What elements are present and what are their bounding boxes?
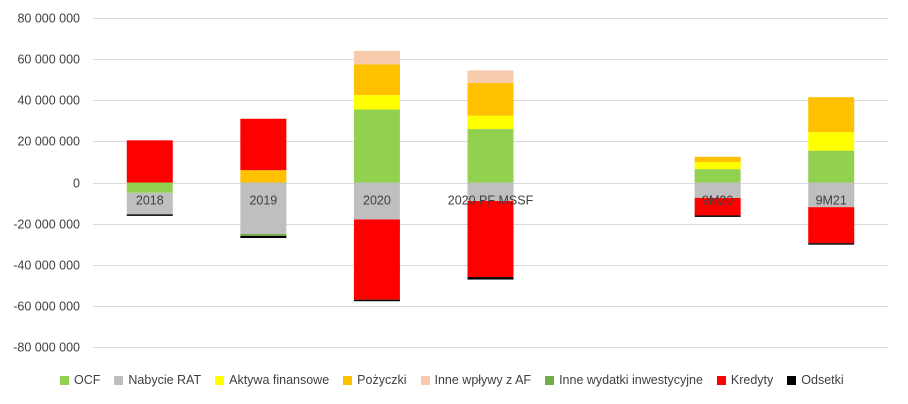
bar-segment [467, 82, 514, 116]
bar-segment [694, 156, 741, 162]
legend-label: Odsetki [801, 373, 844, 387]
legend-item: Pożyczki [343, 373, 407, 387]
bar-segment [126, 214, 173, 216]
bar-segment [467, 70, 514, 83]
bar-segment [694, 197, 741, 216]
x-tick-label: 9M21 [816, 194, 847, 208]
bar-segment [126, 192, 173, 215]
legend-item: Nabycie RAT [114, 373, 201, 387]
bar-segment [126, 140, 173, 183]
bar-segment [694, 215, 741, 217]
legend-label: Inne wpływy z AF [434, 373, 532, 387]
x-tick-label: 2018 [136, 194, 164, 208]
bar-segment [694, 182, 741, 198]
y-tick-label: -40 000 000 [13, 259, 80, 273]
y-tick-label: 40 000 000 [17, 94, 80, 108]
bar-segment [353, 95, 400, 110]
y-tick-label: 0 [73, 177, 80, 191]
bar-segment [467, 115, 514, 130]
bar-segment [240, 233, 287, 236]
bar-segment [808, 97, 855, 133]
bar-segment [126, 182, 173, 193]
bar-segment [240, 118, 287, 171]
legend-item: Inne wydatki inwestycyjne [545, 373, 703, 387]
legend-item: OCF [60, 373, 100, 387]
y-tick-label: -60 000 000 [13, 300, 80, 314]
bar-segment [353, 182, 400, 220]
bar-segment [467, 182, 514, 202]
y-tick-label: -80 000 000 [13, 341, 80, 355]
bar-segment [353, 219, 400, 300]
y-tick-label: 80 000 000 [17, 12, 80, 26]
legend-label: OCF [74, 373, 101, 387]
bar-segment [694, 161, 741, 170]
legend-swatch [114, 375, 124, 385]
bar-segment [467, 201, 514, 278]
bar-segment [353, 299, 400, 302]
x-tick-label: 2019 [249, 194, 277, 208]
legend-swatch [60, 375, 69, 385]
legend-swatch [545, 375, 555, 385]
x-tick-label: 2020 PF MSSF [448, 194, 534, 208]
bar-segment [467, 129, 514, 183]
legend-item: Kredyty [716, 373, 774, 387]
bar-segment [240, 182, 287, 234]
bar-segment [694, 169, 741, 183]
bar-segment [240, 235, 287, 239]
x-tick-label: 2020 [363, 194, 391, 208]
legend-item: Aktywa finansowe [215, 373, 329, 387]
y-tick-label: 60 000 000 [17, 53, 80, 67]
legend-label: Kredyty [730, 373, 774, 387]
legend-label: Pożyczki [357, 373, 407, 387]
bar-segment [240, 170, 287, 183]
legend-item: Inne wpływy z AF [420, 373, 532, 387]
bar-segment [808, 207, 855, 244]
bar-segment [808, 132, 855, 151]
legend-label: Nabycie RAT [128, 373, 202, 387]
y-tick-label: 20 000 000 [17, 135, 80, 149]
bar-segment [353, 64, 400, 96]
legend-label: Inne wydatki inwestycyjne [559, 373, 703, 387]
bar-segment [808, 182, 855, 208]
bar-segment [808, 243, 855, 245]
bar-segment [808, 150, 855, 183]
legend-swatch [215, 375, 225, 385]
bar-segment [353, 109, 400, 183]
x-tick-label: 9M20 [702, 194, 733, 208]
chart-legend: OCF Nabycie RAT Aktywa finansowe Pożyczki In… [60, 371, 880, 389]
legend-swatch [716, 375, 726, 385]
legend-swatch [420, 375, 430, 385]
legend-label: Aktywa finansowe [229, 373, 330, 387]
y-tick-label: -20 000 000 [13, 218, 80, 232]
bars [126, 50, 855, 302]
legend-swatch [343, 375, 353, 385]
legend-item: Odsetki [787, 373, 844, 387]
bar-segment [353, 50, 400, 65]
bar-segment [467, 277, 514, 280]
legend-swatch [787, 375, 797, 385]
